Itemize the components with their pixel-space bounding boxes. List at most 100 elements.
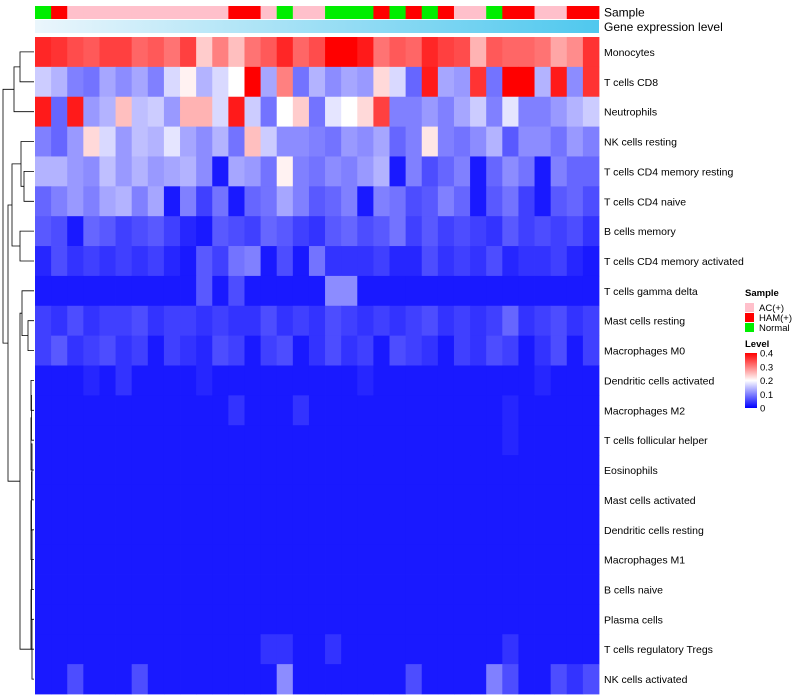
level-tick-label: 0.1: [760, 390, 773, 401]
heatmap-cell: [470, 186, 487, 217]
heatmap-cell: [534, 664, 552, 695]
heatmap-cell: [35, 186, 52, 217]
heatmap-cell: [292, 365, 310, 396]
heatmap-cell: [389, 514, 407, 546]
heatmap-cell: [276, 66, 294, 98]
heatmap-cell: [470, 246, 487, 277]
heatmap-cell: [341, 664, 358, 695]
heatmap-cell: [357, 246, 374, 277]
heatmap-cell: [325, 365, 342, 396]
heatmap-cell: [453, 275, 471, 307]
heatmap-cell: [115, 275, 133, 307]
heatmap-cell: [292, 96, 310, 127]
sample-annotation-cell: [196, 6, 213, 19]
heatmap-cell: [35, 37, 52, 68]
heatmap-cell: [308, 604, 326, 635]
heatmap-cell: [566, 305, 584, 337]
row-label: Macrophages M1: [604, 555, 685, 567]
heatmap-cell: [437, 484, 455, 516]
heatmap-cell: [550, 574, 568, 605]
heatmap-cell: [518, 365, 535, 396]
heatmap-cell: [292, 455, 310, 486]
heatmap-cell: [421, 514, 439, 546]
heatmap-cell: [437, 66, 455, 98]
heatmap-cell: [276, 455, 294, 486]
heatmap-cell: [115, 425, 133, 456]
heatmap-cell: [196, 335, 213, 366]
heatmap-cell: [373, 305, 390, 337]
heatmap-cell: [147, 664, 165, 695]
heatmap-cell: [228, 305, 245, 337]
heatmap-cell: [292, 126, 310, 157]
heatmap-cell: [405, 275, 423, 307]
row-label: T cells regulatory Tregs: [604, 644, 713, 656]
heatmap-cell: [35, 126, 52, 157]
heatmap-cell: [357, 365, 374, 396]
heatmap-cell: [83, 156, 100, 187]
sample-annotation-cell: [421, 6, 439, 19]
sample-annotation-cell: [582, 6, 600, 19]
heatmap-cell: [244, 544, 261, 575]
heatmap-cell: [550, 66, 568, 98]
heatmap-cell: [405, 186, 423, 217]
heatmap-cell: [421, 574, 439, 605]
heatmap-cell: [486, 425, 503, 456]
heatmap-cell: [83, 365, 100, 396]
heatmap-cell: [421, 335, 439, 366]
heatmap-cell: [115, 484, 133, 516]
heatmap-cell: [196, 246, 213, 277]
heatmap-cell: [51, 574, 68, 605]
heatmap-cell: [550, 126, 568, 157]
heatmap-cell: [163, 96, 181, 127]
heatmap-cell: [566, 216, 584, 247]
heatmap-cell: [147, 246, 165, 277]
heatmap-cell: [373, 544, 390, 575]
heatmap-cell: [244, 126, 261, 157]
heatmap-cell: [534, 246, 552, 277]
heatmap-cell: [99, 126, 116, 157]
heatmap-cell: [582, 66, 600, 98]
heatmap-cell: [486, 455, 503, 486]
heatmap-cell: [180, 544, 197, 575]
heatmap-cell: [276, 37, 294, 68]
heatmap-cell: [163, 156, 181, 187]
heatmap-cell: [196, 574, 213, 605]
heatmap-cell: [163, 484, 181, 516]
heatmap-cell: [147, 395, 165, 426]
heatmap-cell: [35, 395, 52, 426]
row-label: Macrophages M0: [604, 346, 685, 358]
heatmap-cell: [341, 544, 358, 575]
heatmap-cell: [196, 544, 213, 575]
row-label: T cells CD4 naive: [604, 196, 686, 208]
heatmap-cell: [244, 574, 261, 605]
heatmap-cell: [308, 574, 326, 605]
heatmap-cell: [51, 484, 68, 516]
heatmap-cell: [180, 126, 197, 157]
heatmap-cell: [212, 544, 229, 575]
heatmap-cell: [212, 574, 229, 605]
heatmap-cell: [51, 37, 68, 68]
sample-annotation-cell: [405, 6, 423, 19]
heatmap-cell: [147, 634, 165, 665]
heatmap-cell: [582, 246, 600, 277]
heatmap-cell: [308, 216, 326, 247]
heatmap-cell: [308, 156, 326, 187]
heatmap-cell: [244, 425, 261, 456]
sample-annotation-bar: [35, 6, 600, 19]
heatmap-cell: [518, 66, 535, 98]
heatmap-cell: [99, 664, 116, 695]
level-legend-title: Level: [745, 339, 769, 350]
heatmap-cell: [341, 305, 358, 337]
heatmap-cell: [35, 604, 52, 635]
heatmap-cell: [453, 604, 471, 635]
sample-annotation-cell: [341, 6, 358, 19]
heatmap-cell: [180, 455, 197, 486]
heatmap-cell: [196, 216, 213, 247]
heatmap-cell: [308, 544, 326, 575]
heatmap-cell: [212, 126, 229, 157]
heatmap-cell: [325, 574, 342, 605]
heatmap-cell: [357, 574, 374, 605]
heatmap-cell: [51, 544, 68, 575]
heatmap-cell: [51, 395, 68, 426]
heatmap-cell: [292, 634, 310, 665]
